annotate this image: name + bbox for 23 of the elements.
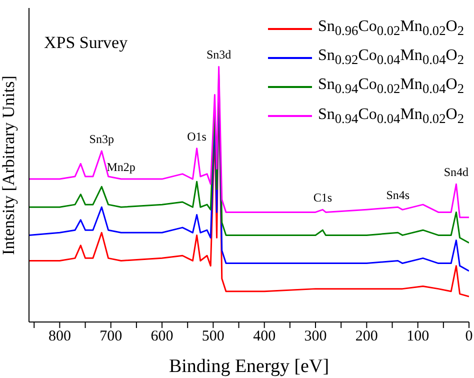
x-axis-title: Binding Energy [eV] [168, 356, 330, 377]
x-tick-label: 100 [406, 328, 430, 345]
annotation: Sn4s [386, 188, 410, 202]
x-tick-label: 0 [465, 328, 473, 345]
annotation: Sn4d [444, 165, 469, 180]
y-axis-title: Intensity [Arbitrary Units] [0, 76, 18, 255]
x-tick-label: 600 [150, 328, 174, 345]
legend-label: Sn$_{0.96}$Co$_{0.02}$Mn$_{0.02}$O$_{2}$ [318, 17, 464, 40]
text: XPS Survey [44, 33, 128, 52]
x-tick-label: 200 [355, 328, 378, 345]
x-tick-label: 800 [48, 328, 71, 345]
legend-label: Sn$_{0.92}$Co$_{0.04}$Mn$_{0.04}$O$_{2}$ [318, 46, 464, 70]
x-tick-label: 700 [100, 328, 122, 345]
annotation: Sn3p [89, 132, 114, 146]
annotation: O1s [187, 129, 207, 144]
annotation: Sn3d [206, 48, 232, 62]
x-tick-label: 500 [202, 328, 224, 345]
legend-label: Sn$_{0.94}$Co$_{0.04}$Mn$_{0.02}$O$_{2}$ [318, 104, 464, 128]
legend-label: Sn$_{0.94}$Co$_{0.02}$Mn$_{0.04}$O$_{2}$ [318, 75, 464, 99]
annotation: C1s [313, 190, 332, 205]
x-tick-label: 300 [304, 328, 327, 345]
annotation: Mn2p [106, 160, 136, 174]
x-tick-label: 400 [253, 328, 276, 345]
